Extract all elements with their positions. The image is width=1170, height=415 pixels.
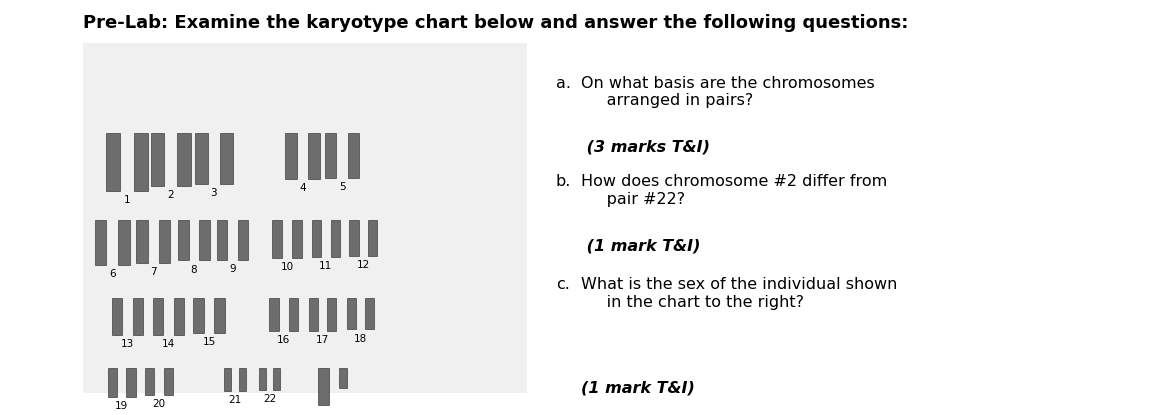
Bar <box>159 220 170 263</box>
Bar <box>284 133 296 179</box>
Bar <box>292 220 302 258</box>
Bar <box>126 368 136 397</box>
Bar <box>108 368 117 397</box>
Bar <box>239 368 246 391</box>
Text: (3 marks T&I): (3 marks T&I) <box>581 139 710 154</box>
Bar <box>274 368 281 390</box>
Bar <box>309 133 321 179</box>
Text: 18: 18 <box>355 334 367 344</box>
Bar <box>325 133 337 178</box>
FancyBboxPatch shape <box>83 43 526 393</box>
Bar <box>178 133 191 186</box>
Bar <box>326 298 336 330</box>
Text: 12: 12 <box>357 260 370 270</box>
Text: 20: 20 <box>152 399 165 410</box>
Text: b.: b. <box>556 174 571 189</box>
Text: 10: 10 <box>281 262 294 272</box>
Text: 19: 19 <box>115 401 129 411</box>
Text: On what basis are the chromosomes
     arranged in pairs?: On what basis are the chromosomes arrang… <box>581 76 875 108</box>
Text: 8: 8 <box>191 264 198 275</box>
Bar <box>269 298 278 331</box>
Text: 1: 1 <box>124 195 131 205</box>
Bar <box>95 220 106 265</box>
Text: (1 mark T&I): (1 mark T&I) <box>581 380 695 395</box>
Bar <box>318 368 329 405</box>
Text: 17: 17 <box>316 334 329 344</box>
Bar <box>151 133 164 186</box>
Text: 13: 13 <box>121 339 135 349</box>
Bar <box>273 220 282 258</box>
Bar <box>118 220 130 265</box>
Text: 16: 16 <box>277 335 290 345</box>
Bar <box>223 368 232 391</box>
Bar <box>195 133 207 184</box>
Bar <box>214 298 225 333</box>
Bar <box>309 298 318 330</box>
Bar <box>199 220 209 261</box>
Bar <box>349 220 358 256</box>
Bar <box>164 368 173 395</box>
Bar <box>152 298 163 335</box>
Text: 4: 4 <box>300 183 305 193</box>
Bar <box>347 298 357 330</box>
Bar <box>260 368 267 390</box>
Text: 7: 7 <box>150 267 157 277</box>
Text: 9: 9 <box>229 264 236 273</box>
Bar <box>106 133 121 191</box>
Text: 21: 21 <box>228 395 241 405</box>
Bar <box>137 220 147 263</box>
Bar <box>238 220 248 259</box>
Text: c.: c. <box>556 277 570 292</box>
Text: a.: a. <box>556 76 571 90</box>
Bar <box>173 298 184 335</box>
Text: 5: 5 <box>339 182 345 192</box>
Bar <box>145 368 154 395</box>
Text: 11: 11 <box>319 261 332 271</box>
Text: Pre-Lab: Examine the karyotype chart below and answer the following questions:: Pre-Lab: Examine the karyotype chart bel… <box>83 14 908 32</box>
Bar <box>220 133 233 184</box>
Text: How does chromosome #2 differ from
     pair #22?: How does chromosome #2 differ from pair … <box>581 174 888 207</box>
Text: 3: 3 <box>211 188 218 198</box>
Bar <box>178 220 188 261</box>
Text: What is the sex of the individual shown
     in the chart to the right?: What is the sex of the individual shown … <box>581 277 897 327</box>
Text: 6: 6 <box>109 269 116 279</box>
Bar <box>193 298 204 333</box>
Bar <box>135 133 149 191</box>
Bar <box>367 220 377 256</box>
Bar <box>218 220 227 259</box>
Text: 22: 22 <box>263 394 276 404</box>
Bar <box>111 298 122 335</box>
Text: 14: 14 <box>161 339 176 349</box>
Text: (1 mark T&I): (1 mark T&I) <box>581 238 701 253</box>
Bar <box>347 133 359 178</box>
Bar <box>331 220 340 257</box>
Text: 15: 15 <box>202 337 215 347</box>
Bar <box>132 298 143 335</box>
Bar <box>289 298 298 331</box>
Text: 2: 2 <box>167 190 174 200</box>
Bar <box>339 368 346 388</box>
Bar <box>311 220 321 257</box>
Bar <box>365 298 374 330</box>
